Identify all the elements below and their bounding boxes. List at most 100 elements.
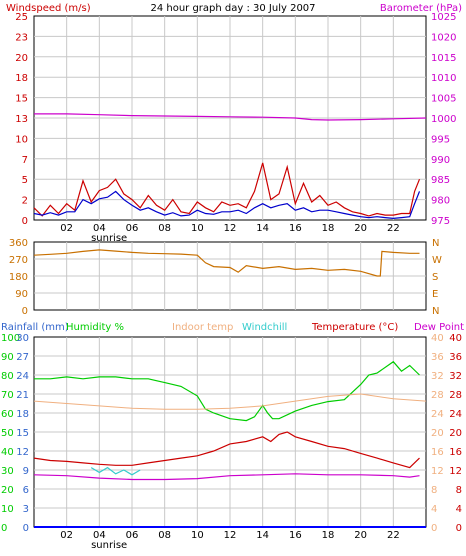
humidity-tick-label: 80 (1, 371, 14, 382)
humidity-tick-label: 60 (1, 409, 14, 420)
indoor-temp-tick-label: 12 (431, 466, 444, 477)
windspeed-tick-label: 15 (15, 94, 28, 105)
rainfall-tick-label: 12 (16, 447, 29, 458)
x-tick-label: 20 (354, 223, 367, 234)
sunrise-label: sunrise (91, 233, 127, 244)
temperature-tick-label: 36 (449, 352, 462, 363)
rainfall-tick-label: 9 (23, 466, 29, 477)
temperature-tick-label: 4 (456, 504, 462, 515)
barometer-tick-label: 990 (431, 155, 450, 166)
compass-tick-label: S (432, 272, 438, 283)
x-tick-label: 18 (322, 530, 335, 541)
temp-panel-series (33, 360, 427, 528)
indoor-temp-tick-label: 24 (431, 409, 444, 420)
chart-title: 24 hour graph day : 30 July 2007 (150, 3, 315, 14)
direction-tick-label: 180 (9, 272, 28, 283)
indoor-temp-tick-label: 20 (431, 428, 444, 439)
humidity-tick-label: 40 (1, 447, 14, 458)
wind-panel-ticks: 02 04 06 08 10 12 14 16 18 20 22sunrise02571013151… (15, 12, 456, 244)
direction-series-line (33, 249, 420, 277)
temperature-tick-label: 32 (449, 371, 462, 382)
x-tick-label: 14 (256, 223, 269, 234)
indoor-temp-tick-label: 32 (431, 371, 444, 382)
compass-tick-label: N (432, 238, 439, 249)
direction-tick-label: 90 (15, 289, 28, 300)
temperature-tick-label: 28 (449, 390, 462, 401)
indoor-temp-label: Indoor temp (172, 322, 233, 333)
x-tick-label: 08 (158, 530, 171, 541)
windspeed-tick-label: 25 (15, 12, 28, 23)
rainfall-tick-label: 3 (23, 504, 29, 515)
x-tick-label: 10 (191, 530, 204, 541)
dew_point-series-line (33, 473, 420, 481)
temperature-tick-label: 20 (449, 428, 462, 439)
x-tick-label: 04 (93, 223, 106, 234)
direction-tick-label: 360 (9, 238, 28, 249)
x-tick-label: 02 (60, 530, 73, 541)
rainfall-tick-label: 27 (16, 352, 29, 363)
temperature-tick-label: 8 (456, 485, 462, 496)
wind-panel-grid (34, 16, 426, 220)
indoor_temp-series-line (33, 393, 427, 410)
barometer-label: Barometer (hPa) (380, 3, 462, 14)
rainfall-tick-label: 0 (23, 523, 29, 534)
humidity-series-line (34, 360, 420, 422)
x-tick-label: 20 (354, 530, 367, 541)
rainfall-tick-label: 18 (16, 409, 29, 420)
barometer-tick-label: 1015 (431, 53, 456, 64)
temperature-series-line (33, 431, 420, 469)
indoor-temp-tick-label: 16 (431, 447, 444, 458)
temperature-tick-label: 16 (449, 447, 462, 458)
x-tick-label: 14 (256, 530, 269, 541)
barometer-tick-label: 1025 (431, 12, 456, 23)
humidity-tick-label: 50 (1, 428, 14, 439)
x-tick-label: 08 (158, 223, 171, 234)
x-tick-label: 22 (387, 223, 400, 234)
windchill-label: Windchill (242, 322, 287, 333)
barometer-tick-label: 1005 (431, 94, 456, 105)
gust-series-line (33, 162, 421, 217)
windspeed-tick-label: 20 (15, 53, 28, 64)
average-series-line (33, 190, 421, 220)
compass-tick-label: W (432, 255, 442, 266)
barometer-tick-label: 1020 (431, 32, 456, 43)
barometer-tick-label: 995 (431, 134, 450, 145)
humidity-tick-label: 90 (1, 352, 14, 363)
rainfall-tick-label: 15 (16, 428, 29, 439)
windspeed-tick-label: 2 (22, 196, 28, 207)
x-tick-label: 16 (289, 223, 302, 234)
x-tick-label: 04 (93, 530, 106, 541)
rainfall-tick-label: 24 (16, 371, 29, 382)
rainfall-tick-label: 30 (16, 333, 29, 344)
rainfall-label: Rainfall (mm) (1, 322, 69, 333)
humidity-label: Humidity % (66, 322, 124, 333)
indoor-temp-tick-label: 36 (431, 352, 444, 363)
humidity-tick-label: 100 (1, 333, 20, 344)
indoor-temp-tick-label: 4 (431, 504, 437, 515)
direction-panel-grid (34, 242, 426, 310)
direction-tick-label: 270 (9, 255, 28, 266)
barometer-tick-label: 975 (431, 216, 450, 227)
windspeed-label: Windspeed (m/s) (6, 3, 91, 14)
temperature-tick-label: 12 (449, 466, 462, 477)
windchill-series-line (90, 466, 141, 476)
windspeed-tick-label: 7 (22, 155, 28, 166)
barometer-tick-label: 1000 (431, 114, 456, 125)
windspeed-tick-label: 0 (22, 216, 28, 227)
indoor-temp-tick-label: 8 (431, 485, 437, 496)
dew-point-label: Dew Point (414, 322, 464, 333)
x-tick-label: 16 (289, 530, 302, 541)
direction-panel-series (33, 249, 420, 277)
humidity-tick-label: 30 (1, 466, 14, 477)
temperature-label: Temperature (°C) (311, 322, 398, 333)
humidity-tick-label: 70 (1, 390, 14, 401)
x-tick-label: 12 (224, 223, 237, 234)
temp-panel-grid (34, 337, 426, 527)
temperature-tick-label: 40 (449, 333, 462, 344)
barometer-series-line (34, 113, 427, 121)
humidity-tick-label: 20 (1, 485, 14, 496)
humidity-tick-label: 10 (1, 504, 14, 515)
sunrise-label: sunrise (91, 540, 127, 551)
